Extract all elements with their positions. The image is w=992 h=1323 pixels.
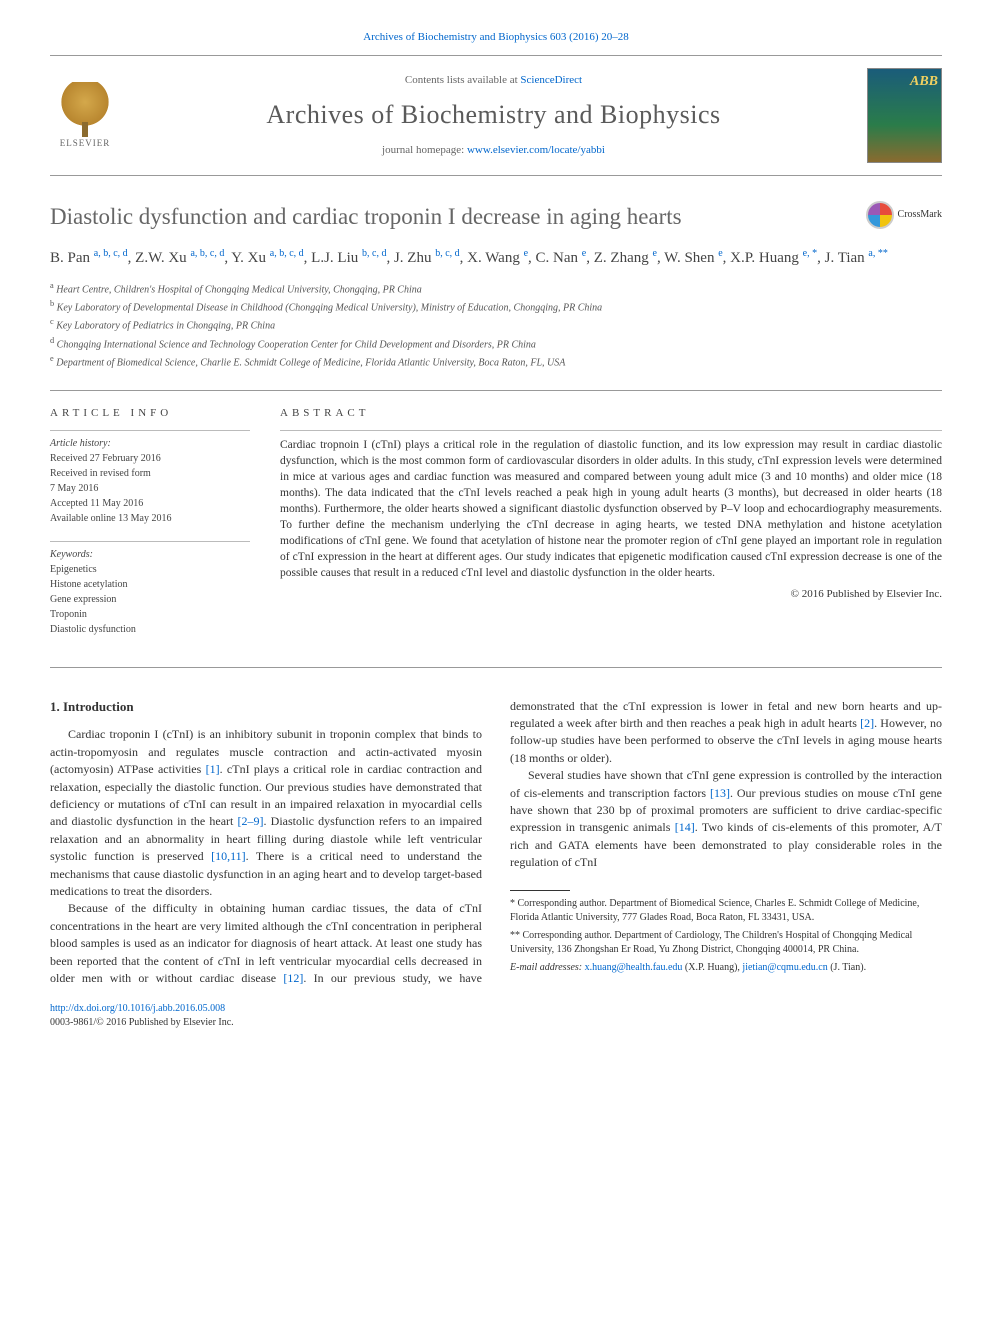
email-link[interactable]: jietian@cqmu.edu.cn <box>742 962 827 973</box>
abstract-column: ABSTRACT Cardiac tropnoin I (cTnI) plays… <box>280 406 942 651</box>
abstract-copyright: © 2016 Published by Elsevier Inc. <box>280 587 942 602</box>
citation-link[interactable]: [13] <box>710 786 730 800</box>
history-line: Received 27 February 2016 <box>50 451 250 466</box>
footnotes-block: * Corresponding author. Department of Bi… <box>510 897 942 975</box>
citation-link[interactable]: [12] <box>283 971 303 985</box>
affiliation-b: b Key Laboratory of Developmental Diseas… <box>50 298 942 315</box>
publisher-name: ELSEVIER <box>60 137 111 150</box>
history-line: 7 May 2016 <box>50 481 250 496</box>
journal-citation: Archives of Biochemistry and Biophysics … <box>50 30 942 45</box>
body-paragraph: Cardiac troponin I (cTnI) is an inhibito… <box>50 726 482 900</box>
homepage-link[interactable]: www.elsevier.com/locate/yabbi <box>467 144 605 156</box>
keyword: Troponin <box>50 607 250 622</box>
contents-prefix: Contents lists available at <box>405 74 520 86</box>
history-line: Received in revised form <box>50 466 250 481</box>
affiliations-block: a Heart Centre, Children's Hospital of C… <box>50 280 942 371</box>
abstract-heading: ABSTRACT <box>280 406 942 421</box>
crossmark-label: CrossMark <box>898 208 942 222</box>
corresponding-author-1: * Corresponding author. Department of Bi… <box>510 897 942 925</box>
citation-link[interactable]: [14] <box>675 820 695 834</box>
article-info-heading: ARTICLE INFO <box>50 406 250 421</box>
issn-copyright-line: 0003-9861/© 2016 Published by Elsevier I… <box>50 1017 234 1028</box>
journal-homepage-line: journal homepage: www.elsevier.com/locat… <box>120 143 867 158</box>
journal-banner: ELSEVIER Contents lists available at Sci… <box>50 55 942 176</box>
article-info-column: ARTICLE INFO Article history: Received 2… <box>50 406 250 651</box>
elsevier-tree-icon <box>60 82 110 132</box>
article-history-label: Article history: <box>50 436 250 451</box>
crossmark-icon <box>866 201 894 229</box>
contents-available-line: Contents lists available at ScienceDirec… <box>120 73 867 88</box>
corresponding-author-2: ** Corresponding author. Department of C… <box>510 929 942 957</box>
article-history-block: Article history: Received 27 February 20… <box>50 430 250 526</box>
affiliation-d: d Chongqing International Science and Te… <box>50 335 942 352</box>
homepage-prefix: journal homepage: <box>382 144 467 156</box>
affiliation-c: c Key Laboratory of Pediatrics in Chongq… <box>50 316 942 333</box>
publisher-logo[interactable]: ELSEVIER <box>50 78 120 153</box>
email-label: E-mail addresses: <box>510 962 582 973</box>
email-link[interactable]: x.huang@health.fau.edu <box>585 962 683 973</box>
journal-cover-abbrev: ABB <box>910 72 938 92</box>
journal-cover-thumbnail[interactable]: ABB <box>867 68 942 163</box>
keyword: Gene expression <box>50 592 250 607</box>
page-footer: http://dx.doi.org/10.1016/j.abb.2016.05.… <box>50 1002 942 1030</box>
citation-link[interactable]: [2–9] <box>238 814 264 828</box>
footnote-separator <box>510 890 570 891</box>
affiliation-a: a Heart Centre, Children's Hospital of C… <box>50 280 942 297</box>
journal-name: Archives of Biochemistry and Biophysics <box>120 97 867 133</box>
citation-link[interactable]: [2] <box>860 716 874 730</box>
keyword: Epigenetics <box>50 562 250 577</box>
article-body: 1. Introduction Cardiac troponin I (cTnI… <box>50 698 942 988</box>
article-title: Diastolic dysfunction and cardiac tropon… <box>50 201 866 233</box>
history-line: Available online 13 May 2016 <box>50 511 250 526</box>
email-addresses-line: E-mail addresses: x.huang@health.fau.edu… <box>510 961 942 975</box>
abstract-text: Cardiac tropnoin I (cTnI) plays a critic… <box>280 430 942 582</box>
affiliation-e: e Department of Biomedical Science, Char… <box>50 353 942 370</box>
body-paragraph: Several studies have shown that cTnI gen… <box>510 767 942 871</box>
author-list: B. Pan a, b, c, d, Z.W. Xu a, b, c, d, Y… <box>50 246 942 270</box>
keyword: Diastolic dysfunction <box>50 622 250 637</box>
doi-link[interactable]: http://dx.doi.org/10.1016/j.abb.2016.05.… <box>50 1003 225 1014</box>
history-line: Accepted 11 May 2016 <box>50 496 250 511</box>
crossmark-badge[interactable]: CrossMark <box>866 201 942 229</box>
keyword: Histone acetylation <box>50 577 250 592</box>
keywords-block: Keywords: Epigenetics Histone acetylatio… <box>50 541 250 637</box>
introduction-heading: 1. Introduction <box>50 698 482 717</box>
sciencedirect-link[interactable]: ScienceDirect <box>520 74 582 86</box>
citation-link[interactable]: [1] <box>206 762 220 776</box>
keywords-label: Keywords: <box>50 547 250 562</box>
citation-link[interactable]: [10,11] <box>211 849 246 863</box>
